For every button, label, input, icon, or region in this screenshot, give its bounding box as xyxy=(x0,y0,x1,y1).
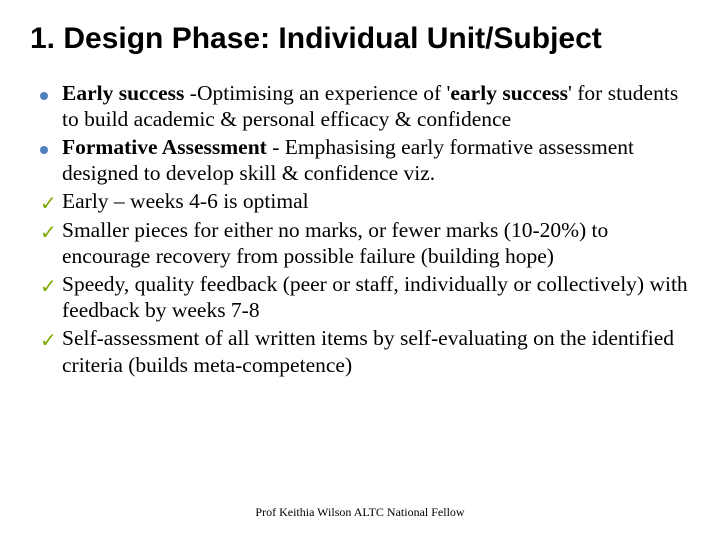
list-item-text: Early – weeks 4-6 is optimal xyxy=(62,189,309,213)
list-item: Formative Assessment - Emphasising early… xyxy=(40,134,690,186)
list-item: ✓Self-assessment of all written items by… xyxy=(40,325,690,377)
list-item: ✓Smaller pieces for either no marks, or … xyxy=(40,217,690,269)
check-icon: ✓ xyxy=(40,188,58,214)
check-icon: ✓ xyxy=(40,271,58,297)
slide: 1. Design Phase: Individual Unit/Subject… xyxy=(0,0,720,540)
list-item-text: Speedy, quality feedback (peer or staff,… xyxy=(62,272,688,322)
check-icon: ✓ xyxy=(40,217,58,243)
list-item-text: Smaller pieces for either no marks, or f… xyxy=(62,218,608,268)
list-item: ✓Early – weeks 4-6 is optimal xyxy=(40,188,690,214)
slide-title: 1. Design Phase: Individual Unit/Subject xyxy=(30,20,690,58)
bullet-dot-icon xyxy=(40,80,58,106)
list-item-text: Self-assessment of all written items by … xyxy=(62,326,674,376)
check-icon: ✓ xyxy=(40,325,58,351)
list-item: ✓Speedy, quality feedback (peer or staff… xyxy=(40,271,690,323)
footer-text: Prof Keithia Wilson ALTC National Fellow xyxy=(0,505,720,520)
list-item: Early success -Optimising an experience … xyxy=(40,80,690,132)
list-item-text: Early success -Optimising an experience … xyxy=(62,81,678,131)
bullet-dot-icon xyxy=(40,134,58,160)
list-item-text: Formative Assessment - Emphasising early… xyxy=(62,135,634,185)
body-list: Early success -Optimising an experience … xyxy=(30,80,690,378)
